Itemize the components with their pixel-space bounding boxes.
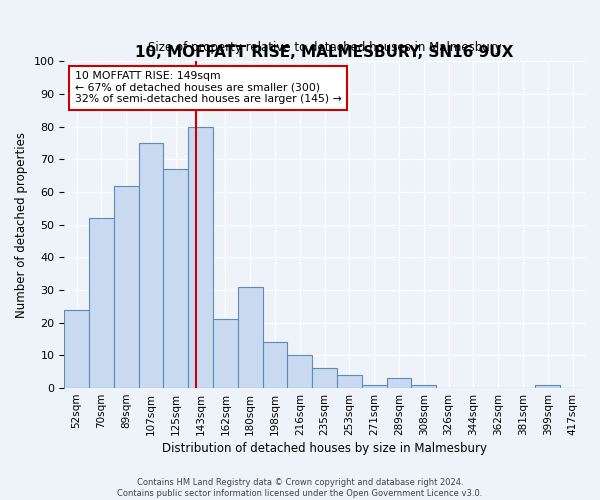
Bar	[89, 218, 114, 388]
Bar	[213, 320, 238, 388]
Bar	[337, 375, 362, 388]
Y-axis label: Number of detached properties: Number of detached properties	[15, 132, 28, 318]
Bar	[362, 385, 386, 388]
Bar	[114, 186, 139, 388]
Bar	[535, 385, 560, 388]
Text: 10 MOFFATT RISE: 149sqm
← 67% of detached houses are smaller (300)
32% of semi-d: 10 MOFFATT RISE: 149sqm ← 67% of detache…	[74, 72, 341, 104]
Text: Size of property relative to detached houses in Malmesbury: Size of property relative to detached ho…	[148, 42, 502, 54]
Bar	[163, 169, 188, 388]
Bar	[287, 356, 312, 388]
Text: Contains HM Land Registry data © Crown copyright and database right 2024.
Contai: Contains HM Land Registry data © Crown c…	[118, 478, 482, 498]
X-axis label: Distribution of detached houses by size in Malmesbury: Distribution of detached houses by size …	[162, 442, 487, 455]
Bar	[139, 143, 163, 388]
Bar	[64, 310, 89, 388]
Bar	[188, 127, 213, 388]
Bar	[312, 368, 337, 388]
Bar	[238, 287, 263, 388]
Bar	[412, 385, 436, 388]
Bar	[386, 378, 412, 388]
Title: 10, MOFFATT RISE, MALMESBURY, SN16 9UX: 10, MOFFATT RISE, MALMESBURY, SN16 9UX	[136, 46, 514, 60]
Bar	[263, 342, 287, 388]
